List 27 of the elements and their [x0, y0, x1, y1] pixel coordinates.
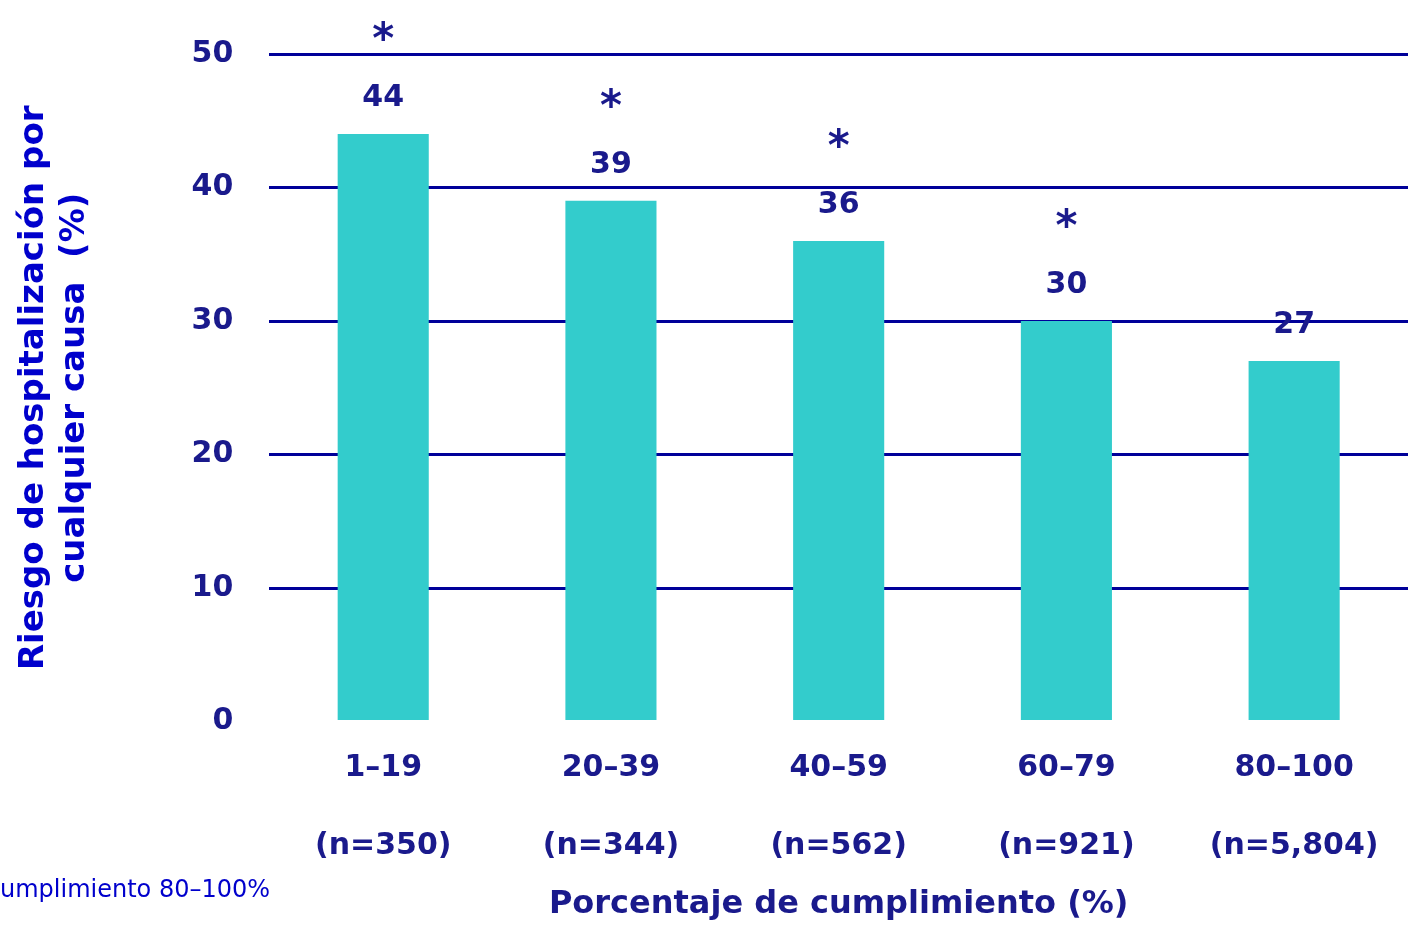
- data-label: 39: [590, 144, 632, 180]
- y-tick-label: 40: [191, 167, 234, 203]
- data-label: 36: [817, 184, 860, 220]
- y-tick-label: 10: [191, 567, 234, 603]
- y-axis-title: Riesgo de hospitalización por cualquier causa (%): [11, 105, 93, 671]
- y-tick-label: 30: [191, 300, 234, 336]
- category-label: 60–79 (n=921): [998, 748, 1135, 862]
- bar: [1248, 361, 1340, 721]
- annotation: *: [372, 14, 395, 64]
- bar: [793, 240, 885, 721]
- x-axis-title: Porcentaje de cumplimiento (%): [548, 883, 1129, 922]
- bar: [565, 200, 657, 721]
- data-label: 30: [1045, 264, 1088, 300]
- y-tick-label: 20: [191, 434, 234, 470]
- category-label: 80–100 (n=5,804): [1209, 748, 1379, 862]
- category-label: 1–19 (n=350): [314, 748, 452, 862]
- data-label: 44: [362, 77, 405, 113]
- annotation: *: [1055, 200, 1078, 250]
- category-label: 20–39 (n=344): [542, 748, 680, 862]
- y-tick-label: 50: [191, 33, 234, 69]
- bar: [337, 134, 429, 721]
- text: umplimiento 80–100%: [0, 875, 271, 904]
- annotation: *: [827, 120, 850, 170]
- category-label: 40–59 (n=562): [770, 748, 907, 862]
- bar: [1020, 321, 1112, 721]
- annotation: *: [599, 80, 622, 130]
- y-tick-label: 0: [212, 701, 234, 737]
